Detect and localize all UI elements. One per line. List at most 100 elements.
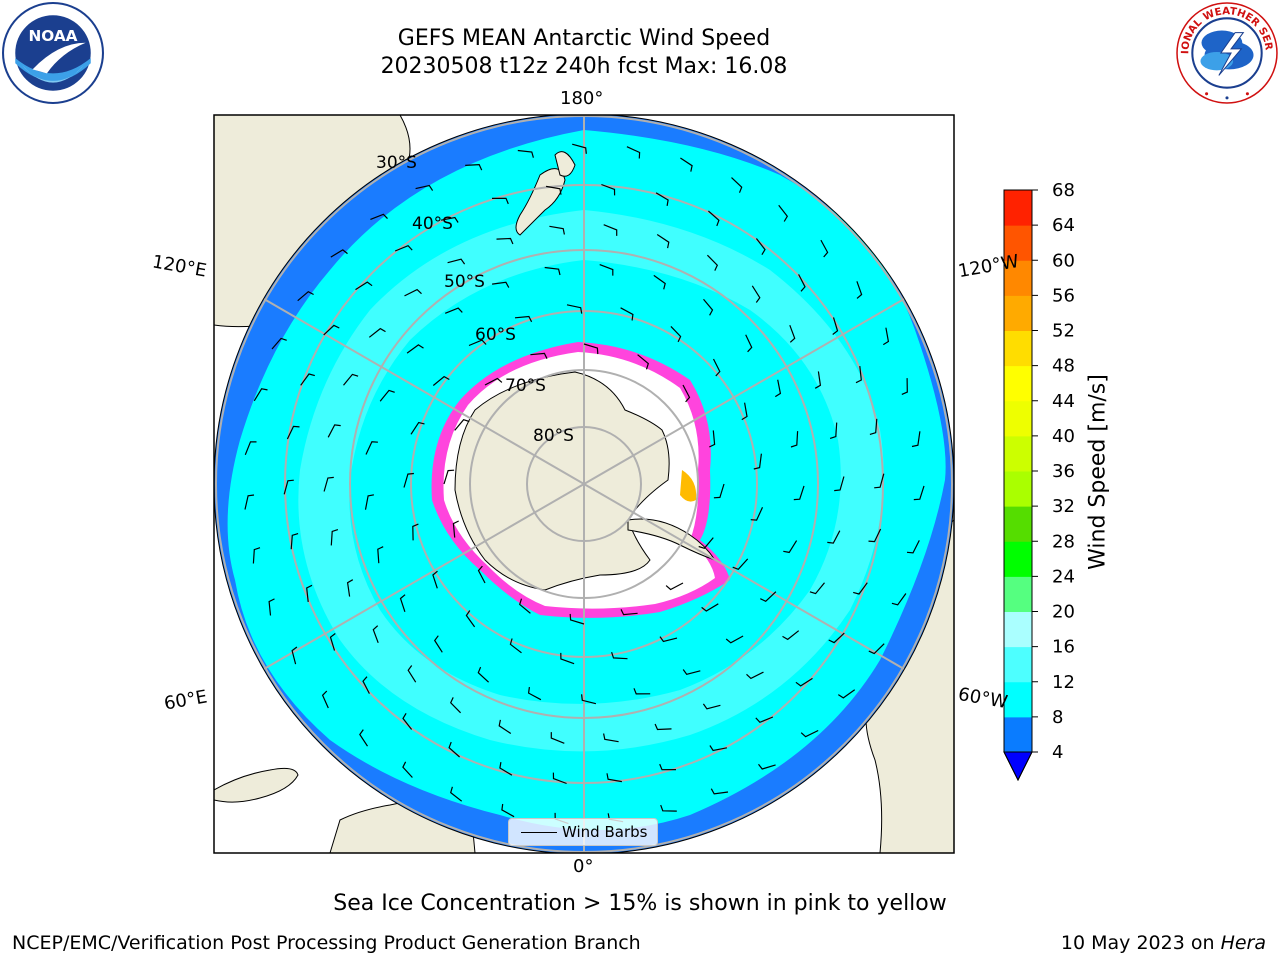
wind-barb <box>882 327 890 346</box>
wind-barb <box>774 379 782 398</box>
lon-label-top: 180° <box>560 88 604 109</box>
colorbar-extend-arrow <box>1003 751 1033 782</box>
wind-barb <box>790 431 799 448</box>
wind-barb <box>415 184 434 191</box>
wind-barb <box>637 354 649 370</box>
wind-barb <box>751 285 761 303</box>
wind-barb <box>706 254 719 271</box>
wind-barb <box>291 646 298 665</box>
colorbar-tick-label: 28 <box>1052 531 1075 552</box>
wind-barb <box>343 373 359 386</box>
ice-yellow-patch <box>680 470 697 502</box>
colorbar-tick-label: 52 <box>1052 321 1075 342</box>
wind-barb <box>837 689 856 699</box>
colorbar-segment <box>1004 260 1032 296</box>
wind-barb <box>731 177 743 193</box>
wind-barb <box>755 716 774 724</box>
wind-barb <box>368 327 386 338</box>
wind-barb <box>477 666 490 683</box>
wind-barb <box>703 298 714 316</box>
wind-barb <box>297 290 314 302</box>
wind-barb <box>465 610 476 628</box>
nws-logo: NATIONAL WEATHER SERVICE <box>1176 2 1278 104</box>
wind-barb <box>447 258 466 265</box>
wind-barb <box>682 669 701 675</box>
wind-barb <box>465 163 483 171</box>
map-legend: Wind Barbs <box>508 818 658 846</box>
antarctica-land <box>454 371 670 591</box>
wind-barb <box>874 473 885 489</box>
wind-barb <box>283 479 294 495</box>
wind-barb <box>868 528 882 543</box>
wind-barb <box>404 288 422 297</box>
wind-barb <box>827 530 841 544</box>
footer-date-text: 10 May 2023 on <box>1060 932 1221 954</box>
chart-subtitle: 20230508 t12z 240h fcst Max: 16.08 <box>380 54 788 79</box>
wind-barb <box>290 533 299 550</box>
wind-barb <box>702 703 721 710</box>
wind-barb <box>468 339 487 347</box>
wind-barb <box>271 337 287 350</box>
wind-barb <box>745 334 753 353</box>
colorbar-segment <box>1004 435 1032 472</box>
wind-barb <box>433 635 443 653</box>
wind-barb <box>710 788 729 795</box>
sea-ice-note: Sea Ice Concentration > 15% is shown in … <box>333 891 947 916</box>
wind-barb <box>323 324 340 336</box>
colorbar-tick-label: 8 <box>1052 707 1063 728</box>
lat-label-70: 70°S <box>505 376 546 396</box>
wind-barb <box>364 494 375 510</box>
wind-barb <box>330 249 348 258</box>
footer-machine: Hera <box>1220 932 1266 954</box>
wind-barb <box>701 603 719 612</box>
wind-barb <box>443 469 455 485</box>
wind-barb <box>670 325 682 343</box>
wind-barb <box>432 375 450 386</box>
wind-barb <box>379 389 395 402</box>
wind-barb <box>410 421 425 435</box>
wind-barb <box>633 688 651 695</box>
colorbar-tick-label: 36 <box>1052 461 1075 482</box>
wind-barb <box>286 425 300 440</box>
new-zealand-land <box>515 168 566 236</box>
colorbar-segment <box>1004 471 1032 507</box>
wind-barb <box>346 579 354 597</box>
colorbar-tick-label: 40 <box>1052 426 1075 447</box>
lat-label-60: 60°S <box>475 325 516 345</box>
colorbar-segment <box>1004 576 1032 612</box>
colorbar-tick-label: 44 <box>1052 391 1075 412</box>
wind-barbs <box>244 143 925 825</box>
wind-barb <box>517 149 534 158</box>
wind-barb <box>569 613 585 625</box>
noaa-logo-text: NOAA <box>28 27 77 45</box>
wind-barb <box>519 598 531 614</box>
wind-barb <box>911 431 921 448</box>
wind-barb <box>399 594 406 612</box>
colorbar-frame <box>1003 189 1033 782</box>
colorbar-segment <box>1004 400 1032 437</box>
wind-barb <box>268 598 275 616</box>
wind-barb <box>450 786 463 802</box>
wind-barb <box>362 676 370 694</box>
wind-barb <box>330 529 339 546</box>
wind-barb <box>653 274 666 290</box>
wind-barb <box>498 719 512 734</box>
polar-disk <box>214 115 954 853</box>
wind-barb <box>603 224 618 236</box>
wind-barb <box>603 733 619 743</box>
wind-barb <box>501 803 515 818</box>
wind-barb <box>601 183 616 196</box>
wind-barb <box>783 540 798 554</box>
map-frame <box>213 114 955 854</box>
wind-barb <box>581 694 597 705</box>
colorbar-tick-label: 32 <box>1052 496 1075 517</box>
wind-barb <box>402 761 413 778</box>
wind-barb <box>856 281 863 299</box>
wind-barb <box>901 378 908 395</box>
wind-barb <box>321 690 329 709</box>
colorbar-tick-label: 16 <box>1052 637 1075 658</box>
colorbar-segment <box>1004 506 1032 542</box>
wind-barb <box>406 344 424 354</box>
